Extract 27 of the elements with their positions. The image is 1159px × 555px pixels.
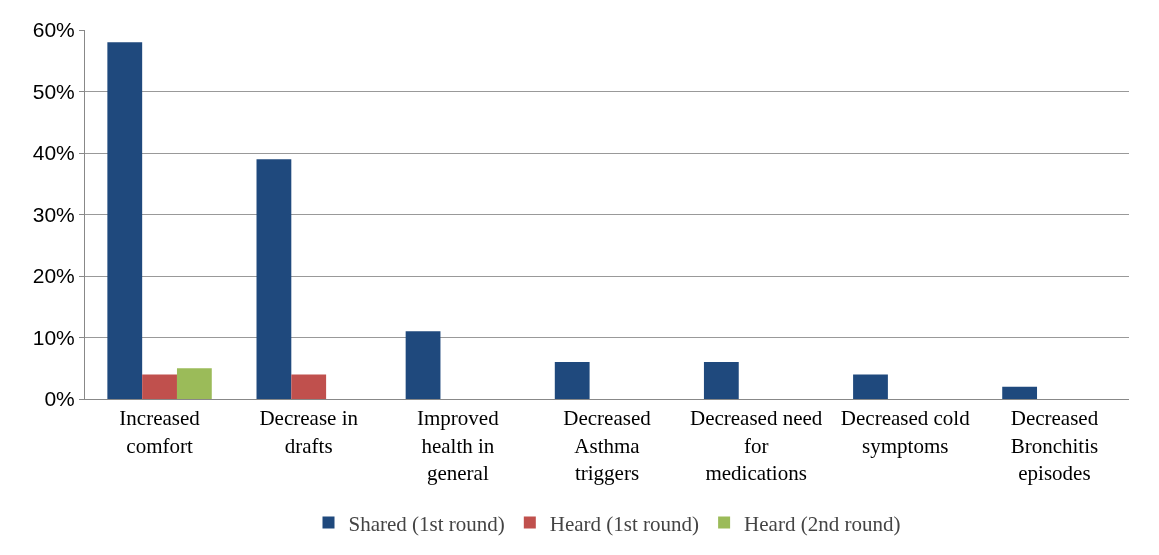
x-tick-label: Decreased Asthma triggers <box>563 406 652 485</box>
x-tick-label: Decreased cold symptoms <box>840 406 971 458</box>
bar <box>256 159 292 399</box>
legend-label: Heard (1st round) <box>549 511 700 536</box>
legend-label: Heard (2nd round) <box>744 511 901 536</box>
bar <box>1002 386 1038 399</box>
bar <box>853 374 888 399</box>
x-tick-label: Decrease in drafts <box>259 406 359 458</box>
y-tick-label: 0% <box>44 387 75 411</box>
bar <box>107 42 143 399</box>
bar <box>703 362 739 399</box>
y-tick-label: 10% <box>32 325 75 349</box>
legend-label: Shared (1st round) <box>348 511 505 536</box>
y-tick-label: 20% <box>32 264 75 288</box>
bar <box>291 374 327 399</box>
bar <box>176 368 212 399</box>
x-tick-label: Increased comfort <box>119 406 201 458</box>
y-tick-label: 40% <box>32 141 75 165</box>
y-tick-label: 30% <box>32 202 75 226</box>
bar <box>405 331 441 399</box>
x-tick-label: Decreased need for medications <box>689 406 823 485</box>
x-tick-label: Decreased Bronchitis episodes <box>1010 406 1099 485</box>
y-tick-label: 50% <box>32 79 75 103</box>
bar <box>554 362 590 399</box>
x-tick-label: Improved health in general <box>417 406 500 485</box>
bar <box>142 374 177 399</box>
y-tick-label: 60% <box>32 18 75 42</box>
